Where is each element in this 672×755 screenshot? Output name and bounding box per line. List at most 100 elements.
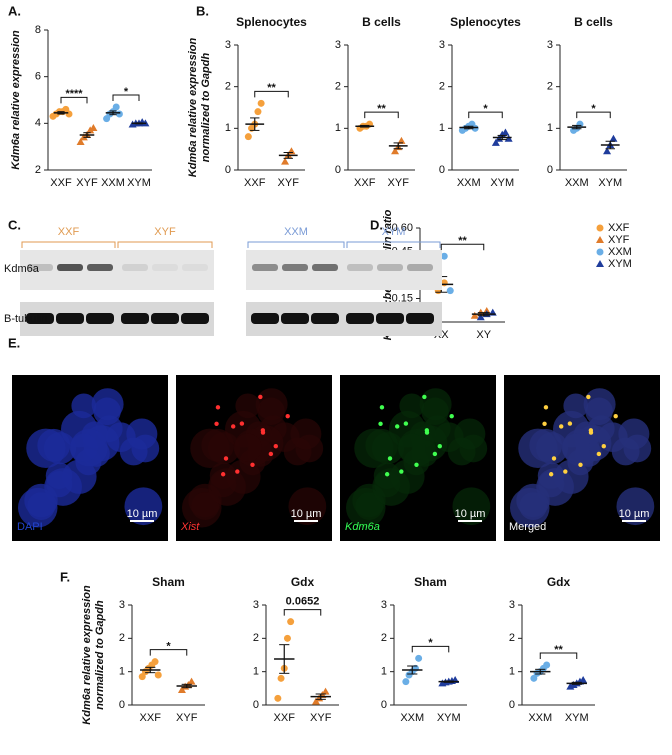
cell xyxy=(618,418,650,450)
blot-band xyxy=(376,313,404,324)
signal xyxy=(567,421,573,426)
y-tick-label: 3 xyxy=(381,599,387,611)
x-tick-label: XXM xyxy=(565,177,589,189)
cell xyxy=(208,468,246,506)
significance-label: * xyxy=(428,637,433,649)
y-tick-label: 1 xyxy=(381,666,387,678)
signal xyxy=(601,444,606,449)
signal xyxy=(220,472,226,477)
significance-bracket xyxy=(576,111,611,119)
blot-band xyxy=(56,313,84,324)
significance-label: 0.0652 xyxy=(286,596,320,608)
signal xyxy=(273,444,278,449)
cell xyxy=(124,487,163,526)
signal xyxy=(542,421,547,426)
subplot-title: B cells xyxy=(574,15,613,29)
data-point xyxy=(470,311,479,319)
significance-bracket xyxy=(149,649,188,656)
blot-band xyxy=(181,313,209,324)
blot-band xyxy=(347,264,373,271)
signal xyxy=(414,462,419,467)
y-tick-label: 0 xyxy=(509,699,515,711)
data-point xyxy=(321,687,330,695)
signal xyxy=(379,405,385,410)
data-point xyxy=(187,677,196,685)
subplot-title: Gdx xyxy=(291,575,315,589)
cell xyxy=(288,487,327,526)
panel-label: A. xyxy=(8,3,21,18)
y-axis-label: normalized to Gapdh xyxy=(200,53,212,163)
y-tick-label: 0 xyxy=(335,164,341,176)
signal xyxy=(432,451,438,457)
significance-label: ** xyxy=(554,644,563,656)
data-point xyxy=(277,674,285,682)
cell xyxy=(399,393,425,419)
x-tick-label: XXM xyxy=(528,712,552,724)
y-tick-label: 1 xyxy=(547,122,553,134)
significance-bracket xyxy=(468,111,503,119)
x-tick-label: XYM xyxy=(437,712,461,724)
cell xyxy=(355,492,384,521)
scale-bar-label: 10 µm xyxy=(291,508,322,520)
signal xyxy=(384,472,390,477)
data-point xyxy=(65,110,73,118)
x-tick-label: XXF xyxy=(354,177,376,189)
y-tick-label: 2 xyxy=(35,164,41,176)
x-tick-label: XXF xyxy=(274,712,296,724)
signal xyxy=(223,456,229,461)
y-tick-label: 2 xyxy=(335,81,341,93)
y-tick-label: 6 xyxy=(35,71,41,83)
data-point xyxy=(76,138,85,145)
data-point xyxy=(446,287,454,295)
subplot-title: Sham xyxy=(414,575,447,589)
significance-label: * xyxy=(483,103,488,115)
cell xyxy=(454,418,486,450)
signal xyxy=(437,444,442,449)
legend-label: XXM xyxy=(608,246,632,258)
x-tick-label: XXM xyxy=(457,177,481,189)
y-tick-label: 3 xyxy=(547,39,553,51)
cell xyxy=(191,492,220,521)
y-tick-label: 2 xyxy=(547,81,553,93)
subplot-title: Sham xyxy=(152,575,185,589)
blot-group-label: XXM xyxy=(284,226,308,238)
subplot-title: B cells xyxy=(362,15,401,29)
x-tick-label: XY xyxy=(476,329,491,341)
data-point xyxy=(397,136,406,144)
signal xyxy=(559,424,564,429)
signal xyxy=(378,421,383,426)
x-tick-label: XYM xyxy=(490,177,514,189)
significance-bracket xyxy=(60,96,88,104)
panel-label: E. xyxy=(8,335,20,350)
signal xyxy=(424,430,430,435)
y-tick-label: 2 xyxy=(509,632,515,644)
significance-bracket xyxy=(112,94,140,101)
x-tick-label: XXF xyxy=(140,712,162,724)
x-tick-label: XYF xyxy=(388,177,410,189)
data-point xyxy=(596,248,604,256)
x-tick-label: XXM xyxy=(101,177,125,189)
signal xyxy=(403,421,409,426)
blot-strip xyxy=(246,250,442,290)
y-tick-label: 0 xyxy=(381,699,387,711)
cell xyxy=(290,418,322,450)
blot-group-label: XYF xyxy=(154,226,176,238)
panel-label: B. xyxy=(196,3,209,18)
blot-row-label: Kdm6a xyxy=(4,263,40,275)
data-point xyxy=(154,671,162,679)
data-point xyxy=(257,99,265,107)
x-tick-label: XYM xyxy=(127,177,151,189)
cell xyxy=(616,487,655,526)
cell xyxy=(257,397,285,426)
legend-label: XYM xyxy=(608,258,632,270)
data-point xyxy=(609,134,618,142)
signal xyxy=(387,456,393,461)
cell xyxy=(235,393,261,419)
cell xyxy=(126,418,158,450)
y-tick-label: 0 xyxy=(119,699,125,711)
data-point xyxy=(440,252,448,260)
y-tick-label: 0 xyxy=(547,164,553,176)
blot-band xyxy=(27,264,53,271)
y-tick-label: 0.15 xyxy=(392,292,413,304)
panel-label: D. xyxy=(370,217,383,232)
